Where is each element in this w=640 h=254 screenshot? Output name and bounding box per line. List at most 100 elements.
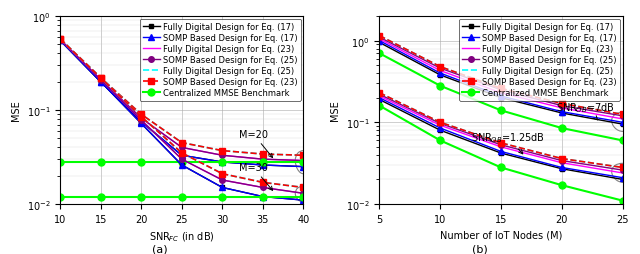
Fully Digital Design for Eq. (17) [97, 81, 104, 84]
SOMP Based Design for Eq. (25) [56, 39, 64, 42]
SOMP Based Design for Eq. (23) [259, 153, 267, 156]
SOMP Based Design for Eq. (25) [259, 158, 267, 161]
Line: Fully Digital Design for Eq. (17): Fully Digital Design for Eq. (17) [378, 41, 625, 127]
Fully Digital Design for Eq. (25) [97, 77, 104, 80]
Line: Fully Digital Design for Eq. (25): Fully Digital Design for Eq. (25) [380, 37, 623, 115]
Fully Digital Design for Eq. (25) [218, 150, 226, 153]
Fully Digital Design for Eq. (23) [497, 92, 505, 95]
X-axis label: SNR$_{FC}$ (in dB): SNR$_{FC}$ (in dB) [149, 229, 214, 243]
Text: (a): (a) [152, 244, 168, 253]
Fully Digital Design for Eq. (23) [558, 107, 566, 110]
SOMP Based Design for Eq. (25) [436, 67, 444, 70]
SOMP Based Design for Eq. (17) [178, 154, 186, 157]
SOMP Based Design for Eq. (25) [97, 79, 104, 82]
Fully Digital Design for Eq. (23) [619, 118, 627, 121]
Centralized MMSE Benchmark [436, 85, 444, 88]
Fully Digital Design for Eq. (25) [138, 113, 145, 116]
Y-axis label: MSE: MSE [11, 100, 21, 121]
SOMP Based Design for Eq. (25) [558, 105, 566, 108]
Line: SOMP Based Design for Eq. (25): SOMP Based Design for Eq. (25) [58, 38, 306, 164]
Text: (b): (b) [472, 244, 488, 253]
Centralized MMSE Benchmark [218, 161, 226, 164]
Fully Digital Design for Eq. (23) [97, 79, 104, 82]
Line: Fully Digital Design for Eq. (25): Fully Digital Design for Eq. (25) [60, 40, 303, 156]
SOMP Based Design for Eq. (23) [300, 154, 307, 157]
SOMP Based Design for Eq. (17) [56, 40, 64, 43]
SOMP Based Design for Eq. (17) [138, 121, 145, 124]
Centralized MMSE Benchmark [97, 161, 104, 164]
Line: SOMP Based Design for Eq. (25): SOMP Based Design for Eq. (25) [377, 35, 625, 119]
SOMP Based Design for Eq. (25) [619, 115, 627, 118]
SOMP Based Design for Eq. (23) [497, 88, 505, 91]
Fully Digital Design for Eq. (23) [300, 160, 307, 163]
Line: Centralized MMSE Benchmark: Centralized MMSE Benchmark [376, 51, 626, 144]
SOMP Based Design for Eq. (23) [376, 35, 383, 38]
Fully Digital Design for Eq. (17) [436, 74, 444, 77]
Text: M=30: M=30 [239, 162, 273, 190]
Centralized MMSE Benchmark [619, 139, 627, 142]
Centralized MMSE Benchmark [56, 161, 64, 164]
Legend: Fully Digital Design for Eq. (17), SOMP Based Design for Eq. (17), Fully Digital: Fully Digital Design for Eq. (17), SOMP … [459, 20, 620, 101]
Fully Digital Design for Eq. (17) [300, 165, 307, 168]
Fully Digital Design for Eq. (17) [218, 161, 226, 164]
Fully Digital Design for Eq. (25) [497, 88, 505, 91]
Legend: Fully Digital Design for Eq. (17), SOMP Based Design for Eq. (17), Fully Digital: Fully Digital Design for Eq. (17), SOMP … [140, 20, 301, 101]
Centralized MMSE Benchmark [376, 53, 383, 56]
Fully Digital Design for Eq. (17) [138, 121, 145, 124]
SOMP Based Design for Eq. (17) [376, 40, 383, 43]
Fully Digital Design for Eq. (25) [436, 66, 444, 69]
Fully Digital Design for Eq. (17) [497, 97, 505, 100]
Centralized MMSE Benchmark [300, 161, 307, 164]
Centralized MMSE Benchmark [178, 161, 186, 164]
Fully Digital Design for Eq. (17) [376, 42, 383, 45]
SOMP Based Design for Eq. (17) [300, 165, 307, 168]
Centralized MMSE Benchmark [497, 109, 505, 113]
Fully Digital Design for Eq. (23) [138, 117, 145, 120]
SOMP Based Design for Eq. (17) [218, 161, 226, 164]
SOMP Based Design for Eq. (17) [558, 111, 566, 114]
Line: Fully Digital Design for Eq. (23): Fully Digital Design for Eq. (23) [60, 41, 303, 161]
Fully Digital Design for Eq. (17) [56, 40, 64, 43]
Fully Digital Design for Eq. (25) [300, 154, 307, 157]
SOMP Based Design for Eq. (23) [436, 66, 444, 69]
SOMP Based Design for Eq. (25) [178, 146, 186, 149]
Fully Digital Design for Eq. (25) [558, 103, 566, 106]
SOMP Based Design for Eq. (17) [497, 95, 505, 98]
SOMP Based Design for Eq. (25) [376, 37, 383, 40]
SOMP Based Design for Eq. (25) [497, 89, 505, 92]
SOMP Based Design for Eq. (25) [300, 160, 307, 163]
Centralized MMSE Benchmark [138, 161, 145, 164]
Fully Digital Design for Eq. (23) [56, 39, 64, 42]
Line: Fully Digital Design for Eq. (23): Fully Digital Design for Eq. (23) [380, 40, 623, 119]
Line: SOMP Based Design for Eq. (17): SOMP Based Design for Eq. (17) [377, 39, 625, 125]
Line: SOMP Based Design for Eq. (23): SOMP Based Design for Eq. (23) [58, 37, 306, 158]
SOMP Based Design for Eq. (25) [218, 154, 226, 157]
X-axis label: Number of IoT Nodes (M): Number of IoT Nodes (M) [440, 229, 563, 239]
Fully Digital Design for Eq. (25) [619, 114, 627, 117]
Line: SOMP Based Design for Eq. (17): SOMP Based Design for Eq. (17) [58, 39, 306, 170]
Fully Digital Design for Eq. (25) [259, 153, 267, 156]
SOMP Based Design for Eq. (23) [56, 38, 64, 41]
Fully Digital Design for Eq. (23) [178, 146, 186, 149]
Line: Fully Digital Design for Eq. (17): Fully Digital Design for Eq. (17) [58, 39, 305, 169]
SOMP Based Design for Eq. (17) [619, 121, 627, 124]
SOMP Based Design for Eq. (23) [97, 77, 104, 80]
Fully Digital Design for Eq. (17) [178, 154, 186, 157]
Fully Digital Design for Eq. (17) [259, 164, 267, 167]
Fully Digital Design for Eq. (17) [619, 123, 627, 126]
Line: Centralized MMSE Benchmark: Centralized MMSE Benchmark [57, 159, 307, 166]
Centralized MMSE Benchmark [259, 161, 267, 164]
Fully Digital Design for Eq. (25) [178, 141, 186, 145]
SOMP Based Design for Eq. (23) [138, 113, 145, 116]
Line: SOMP Based Design for Eq. (23): SOMP Based Design for Eq. (23) [377, 34, 625, 118]
Centralized MMSE Benchmark [558, 127, 566, 130]
SOMP Based Design for Eq. (17) [97, 81, 104, 84]
Fully Digital Design for Eq. (25) [376, 35, 383, 38]
SOMP Based Design for Eq. (17) [436, 72, 444, 75]
SOMP Based Design for Eq. (17) [259, 164, 267, 167]
Fully Digital Design for Eq. (23) [218, 154, 226, 157]
SOMP Based Design for Eq. (23) [178, 141, 186, 145]
Fully Digital Design for Eq. (23) [436, 70, 444, 73]
Fully Digital Design for Eq. (17) [558, 112, 566, 115]
Fully Digital Design for Eq. (23) [376, 38, 383, 41]
